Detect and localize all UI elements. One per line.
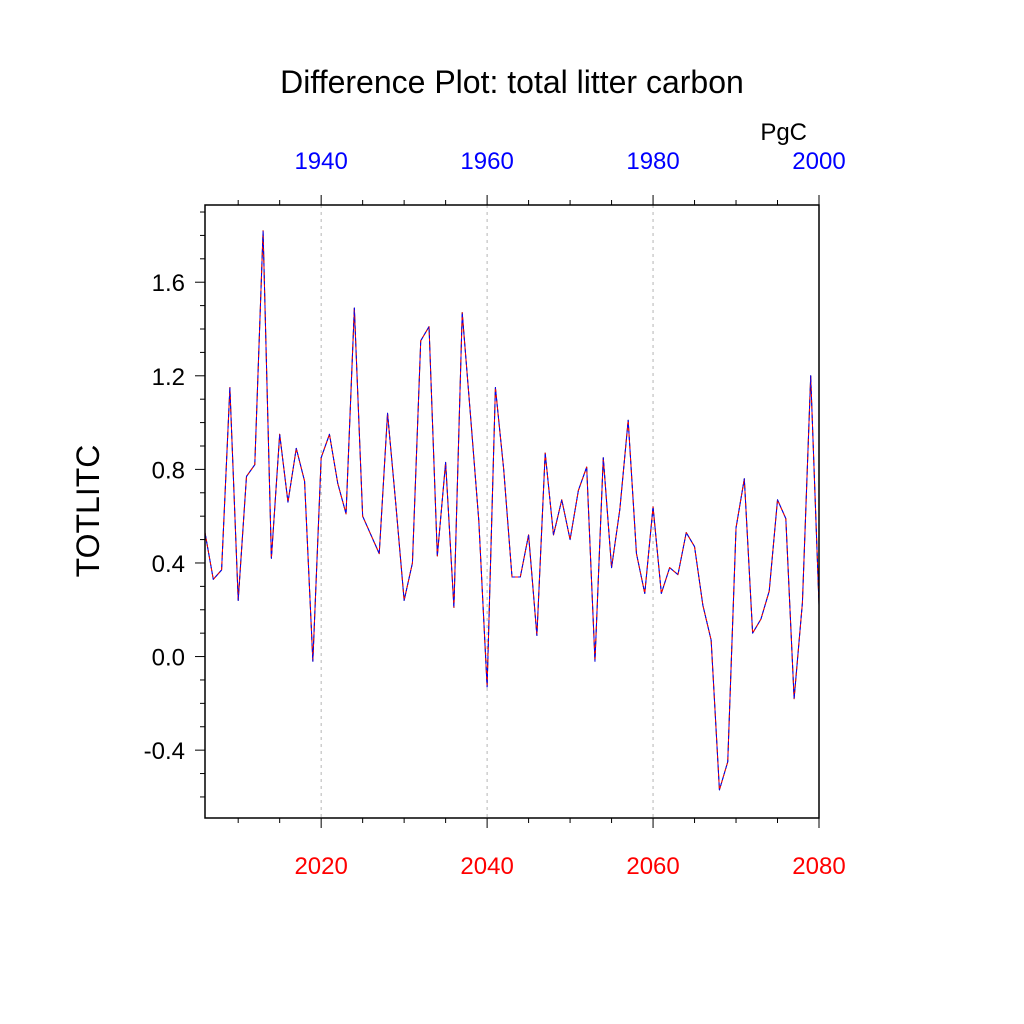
- y-axis-label: TOTLITC: [70, 445, 106, 578]
- y-tick-label: 1.6: [152, 270, 185, 297]
- y-tick-label: 0.8: [152, 457, 185, 484]
- chart-title: Difference Plot: total litter carbon: [280, 64, 744, 100]
- data-series: [204, 230, 820, 791]
- axes: [195, 195, 820, 828]
- x-top-tick-label: 1940: [294, 148, 347, 175]
- x-top-tick-label: 1960: [460, 148, 513, 175]
- series-line-case3: [204, 230, 820, 791]
- y-tick-label: 1.2: [152, 364, 185, 391]
- y-tick-label: 0.0: [152, 645, 185, 672]
- x-top-tick-label: 1980: [626, 148, 679, 175]
- y-tick-label: 0.4: [152, 551, 185, 578]
- tick-labels: -0.4 0.0 0.4 0.8 1.2 1.6 2020 2040 2060 2080 1940 1…: [144, 148, 846, 880]
- series-line-case2: [204, 230, 820, 791]
- y-tick-label: -0.4: [144, 738, 185, 765]
- units-label: PgC: [760, 119, 807, 146]
- x-bottom-tick-label: 2080: [792, 853, 845, 880]
- x-bottom-tick-label: 2040: [460, 853, 513, 880]
- plot-frame: [204, 204, 820, 819]
- x-top-tick-label: 2000: [792, 148, 845, 175]
- x-bottom-tick-label: 2020: [294, 853, 347, 880]
- x-bottom-tick-label: 2060: [626, 853, 679, 880]
